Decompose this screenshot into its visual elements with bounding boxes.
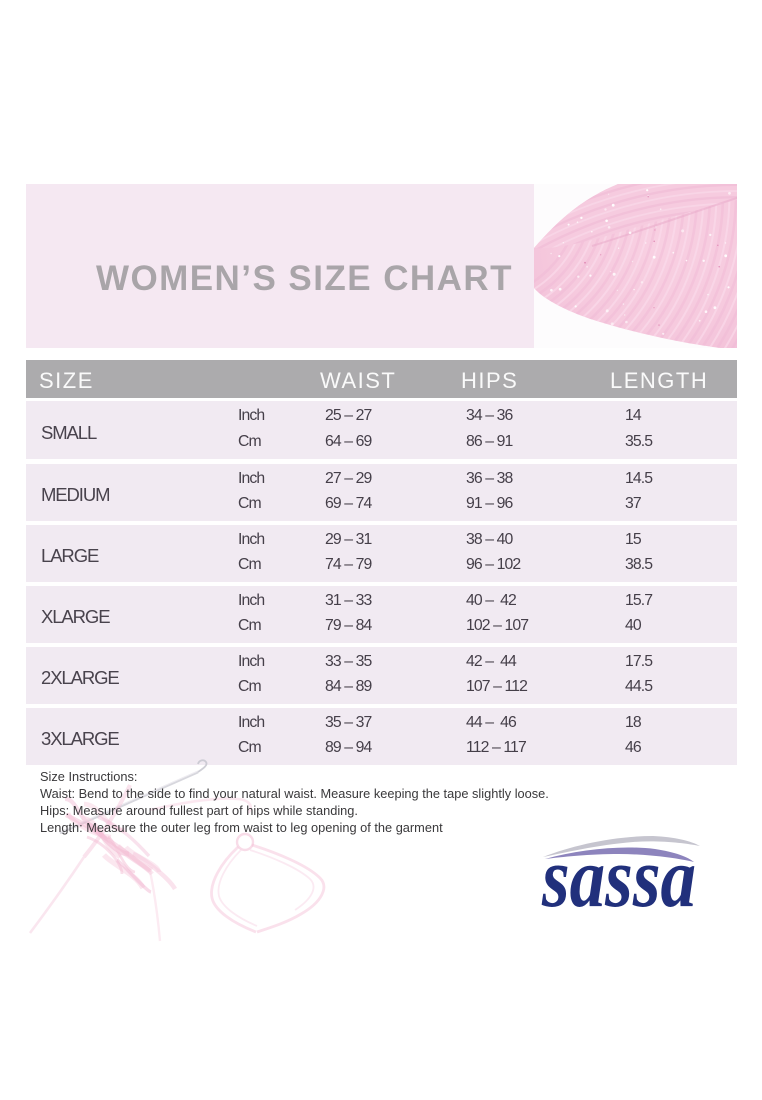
svg-text:sassa: sassa xyxy=(541,829,696,918)
